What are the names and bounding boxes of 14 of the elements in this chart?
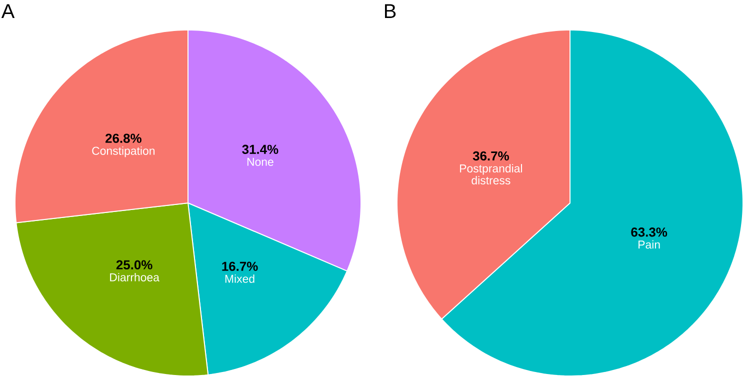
slice-label: Postprandial distress <box>460 164 522 184</box>
slice-label: Mixed <box>225 274 254 283</box>
slice-label: Constipation <box>92 146 155 158</box>
data-label: 26.8% <box>106 134 142 143</box>
data-label: 36.7% <box>472 151 509 161</box>
chart-title: A <box>1 4 15 18</box>
data-label: 25.0% <box>116 260 152 270</box>
data-label: 31.4% <box>242 144 278 154</box>
data-label: 16.7% <box>222 262 258 271</box>
chart-title: B <box>385 4 396 18</box>
slice-label: None <box>247 158 274 166</box>
data-label: 63.3% <box>631 228 668 237</box>
slice-label: Pain <box>638 240 660 249</box>
slice-label: Diarrhoea <box>110 272 160 282</box>
